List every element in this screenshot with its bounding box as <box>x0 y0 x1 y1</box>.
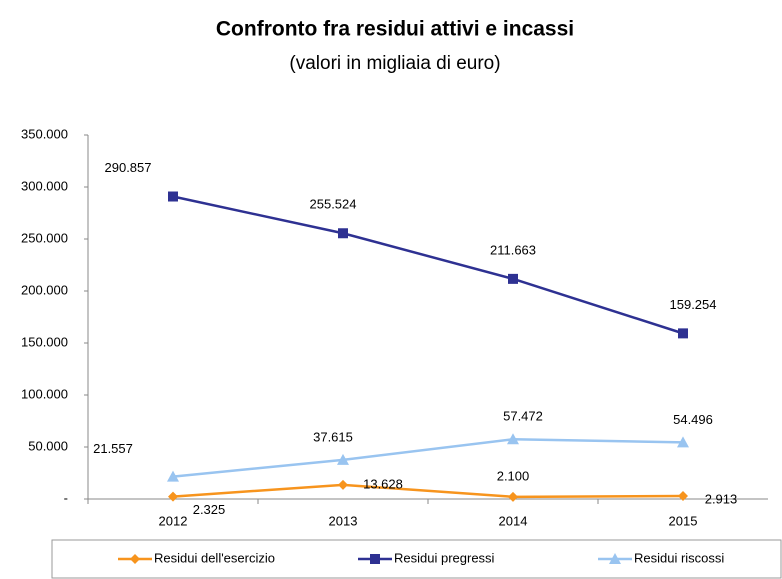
data-point <box>678 490 688 501</box>
legend-marker <box>609 553 621 564</box>
data-point <box>338 228 348 239</box>
data-point <box>507 433 519 445</box>
data-label: 2.100 <box>497 468 530 483</box>
data-point <box>167 470 179 482</box>
data-label: 255.524 <box>310 197 357 212</box>
legend-box <box>51 539 782 579</box>
data-point <box>168 491 178 502</box>
data-label: 159.254 <box>670 297 717 312</box>
data-label: 21.557 <box>93 441 133 456</box>
y-tick-label: 100.000 <box>21 386 68 401</box>
data-point <box>337 453 349 465</box>
data-label: 37.615 <box>313 429 353 444</box>
data-point <box>677 436 689 448</box>
series-line <box>172 483 684 499</box>
data-point <box>508 273 518 284</box>
data-label: 54.496 <box>673 412 713 427</box>
chart-title: Confronto fra residui attivi e incassi <box>216 18 574 41</box>
y-tick-label: - <box>64 490 68 505</box>
data-label: 2.913 <box>705 491 738 506</box>
data-label: 57.472 <box>503 409 543 424</box>
y-tick-label: 250.000 <box>21 230 68 245</box>
y-tick-label: 200.000 <box>21 282 68 297</box>
data-point <box>678 328 688 339</box>
data-point <box>338 479 348 490</box>
x-tick-label: 2014 <box>499 513 528 528</box>
data-point <box>508 491 518 502</box>
legend-label: Residui riscossi <box>634 550 724 565</box>
y-tick-label: 50.000 <box>28 438 68 453</box>
chart-subtitle: (valori in migliaia di euro) <box>289 53 500 74</box>
legend-label: Residui pregressi <box>394 550 495 565</box>
x-tick-label: 2013 <box>329 513 358 528</box>
y-tick-label: 300.000 <box>21 178 68 193</box>
series-line <box>172 437 684 478</box>
legend-marker <box>370 554 380 564</box>
data-label: 13.628 <box>363 476 403 491</box>
y-tick-label: 150.000 <box>21 334 68 349</box>
x-tick-label: 2012 <box>159 513 188 528</box>
legend-label: Residui dell'esercizio <box>154 550 275 565</box>
data-label: 211.663 <box>490 242 536 257</box>
data-point <box>168 191 178 202</box>
legend-marker <box>130 554 140 564</box>
y-tick-label: 350.000 <box>21 126 68 141</box>
data-label: 290.857 <box>105 160 152 175</box>
series-line <box>172 195 684 335</box>
x-tick-label: 2015 <box>669 513 698 528</box>
data-label: 2.325 <box>193 502 226 517</box>
